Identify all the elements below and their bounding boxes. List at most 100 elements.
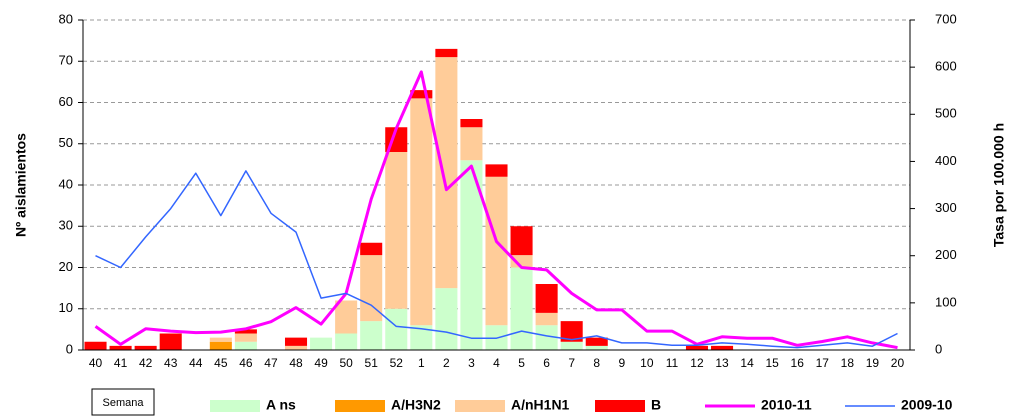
x-tick-label: 20 [891,356,905,370]
bar-segment [360,321,383,350]
y2-tick-label: 500 [935,106,957,121]
bar-segment [360,255,383,322]
bar-segment [234,329,257,334]
x-tick-label: 41 [114,356,128,370]
bar-segment [410,325,433,350]
y-tick-label: 0 [66,341,73,356]
x-tick-label: 10 [640,356,654,370]
bar-segment [435,57,458,289]
line [94,70,898,350]
y-axis-label: Nº aislamientos [13,133,29,237]
x-tick-label: 3 [468,356,475,370]
bar-segment [84,341,107,350]
x-tick-label: 6 [543,356,550,370]
y-tick-label: 20 [59,259,73,274]
y2-tick-label: 700 [935,11,957,26]
y-tick-label: 30 [59,218,73,233]
x-tick-label: 9 [618,356,625,370]
bar-segment [435,288,458,350]
y2-tick-label: 600 [935,59,957,74]
x-tick-label: 51 [365,356,379,370]
y-tick-label: 70 [59,53,73,68]
x-tick-label: 5 [518,356,525,370]
y-tick-label: 40 [59,176,73,191]
y2-tick-label: 400 [935,153,957,168]
bar-segment [510,267,533,350]
x-tick-label: 42 [139,356,153,370]
x-tick-label: 4 [493,356,500,370]
x-tick-label: 50 [339,356,353,370]
x-tick-label: 40 [89,356,103,370]
bar-segment [435,48,458,58]
bar-segment [460,119,483,128]
bar-segment [385,152,408,309]
line [95,170,898,349]
y2-tick-label: 200 [935,247,957,262]
bar-segment [560,321,583,342]
bar-segment [535,325,558,350]
x-tick-label: 47 [264,356,278,370]
x-tick-label: 11 [666,356,679,370]
legend-label: A/nH1N1 [511,397,570,413]
bar-segment [209,341,232,350]
x-tick-label: 19 [866,356,880,370]
bar-segment [560,341,583,350]
x-tick-label: 48 [289,356,303,370]
bar-segment [585,345,608,350]
bar-segment [284,337,308,346]
bar-segment [510,226,533,256]
bar-segment [310,337,333,350]
y2-axis-label: Tasa por 100.000 h [991,123,1007,247]
bar-segment [535,284,558,313]
bar-segment [134,345,157,350]
x-tick-label: 2 [443,356,450,370]
bar-segment [335,300,358,334]
x-tick-label: 18 [841,356,855,370]
y2-tick-label: 100 [935,294,957,309]
bar-segment [284,345,308,350]
bar-segment [711,345,734,350]
x-tick-label: 46 [239,356,253,370]
bar-segment [159,333,182,350]
bar-segment [234,341,257,350]
x-tick-label: 44 [189,356,203,370]
y2-tick-label: 0 [935,341,942,356]
bar-segment [585,337,608,346]
bar-segment [685,345,709,350]
x-axis-label: Semana [103,397,145,409]
bar-segment [109,345,132,350]
legend-label: 2009-10 [901,397,953,413]
y-tick-label: 10 [59,300,73,315]
bar-segment [410,98,433,326]
x-tick-label: 15 [765,356,779,370]
x-tick-label: 12 [690,356,704,370]
legend-label: 2010-11 [761,397,812,413]
bar-segment [335,333,358,350]
bar-segment [234,333,257,342]
bar-segment [460,160,483,350]
legend-swatch [455,400,505,412]
bar-segment [485,176,508,326]
bar-segment [485,164,508,177]
y-tick-label: 80 [59,11,73,26]
x-label-box [91,388,155,416]
y2-tick-label: 300 [935,200,957,215]
y-tick-label: 50 [59,135,73,150]
legend-label: A ns [266,397,296,413]
x-tick-label: 45 [214,356,228,370]
x-tick-label: 14 [740,356,754,370]
x-tick-label: 43 [164,356,178,370]
x-tick-label: 17 [816,356,830,370]
legend-swatch [210,400,260,412]
legend-swatch [595,400,645,412]
bar-segment [360,242,383,256]
x-tick-label: 7 [568,356,575,370]
bar-segment [410,90,433,99]
y-tick-label: 60 [59,94,73,109]
x-tick-label: 52 [390,356,404,370]
x-tick-label: 8 [593,356,600,370]
legend-label: A/H3N2 [391,397,441,413]
x-tick-label: 13 [715,356,729,370]
legend-swatch [335,400,385,412]
